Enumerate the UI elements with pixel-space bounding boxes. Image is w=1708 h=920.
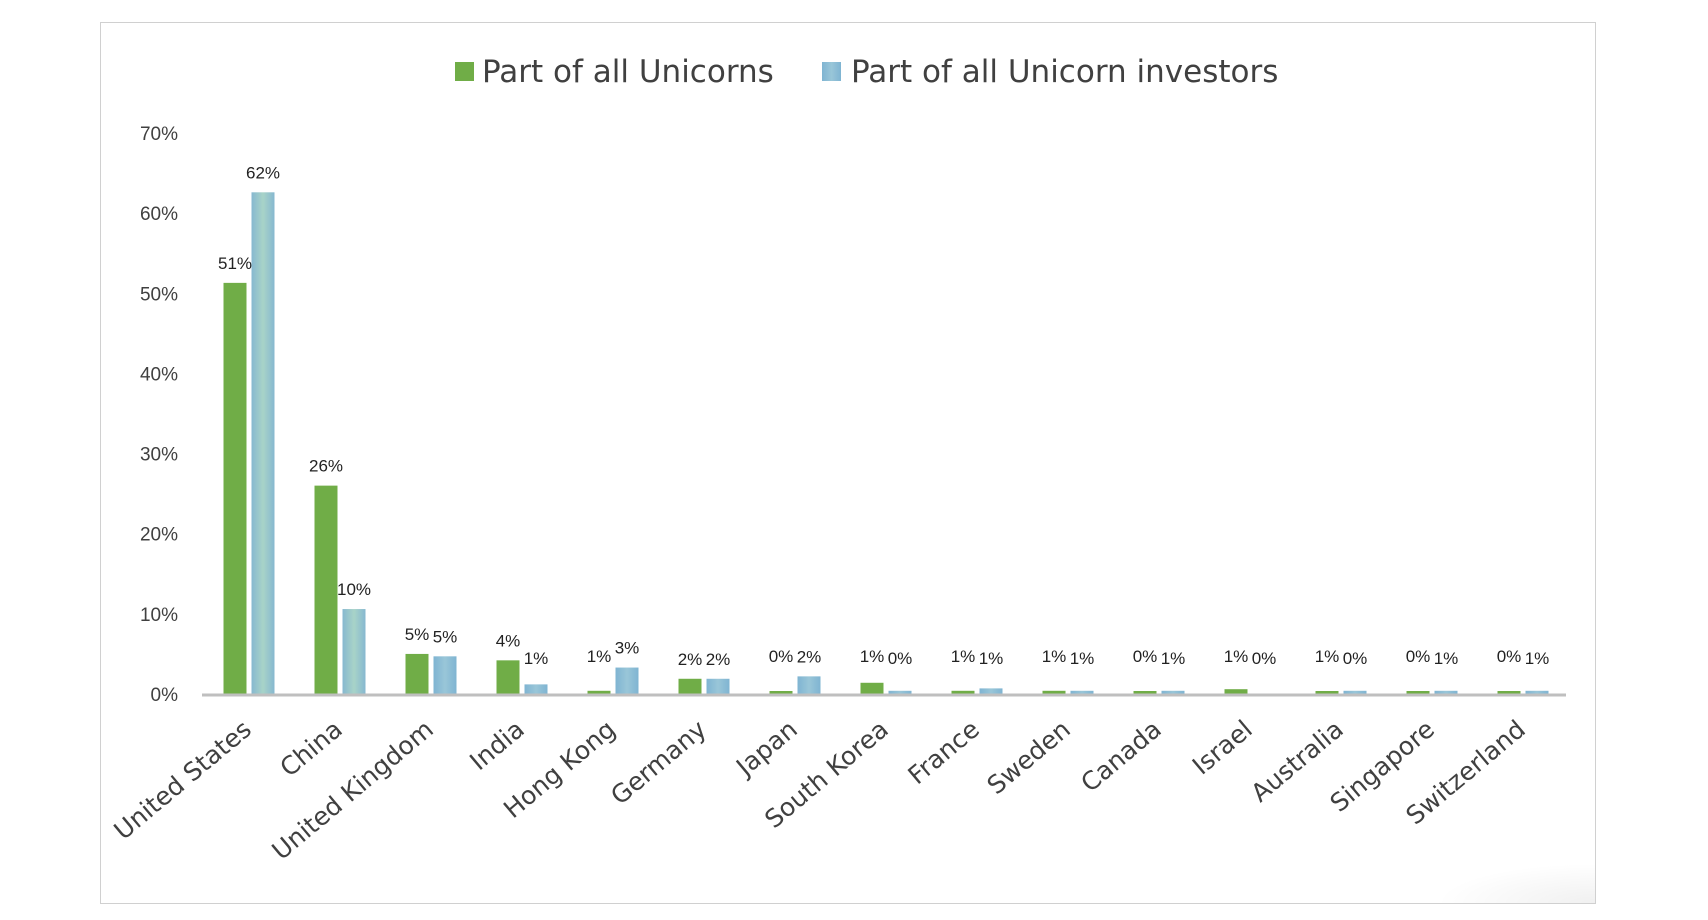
bar-investors [615,667,639,694]
bar-investors [1161,690,1185,694]
bar-investors [1070,690,1094,694]
value-label: 10% [337,580,371,599]
value-label: 51% [218,254,252,273]
x-category-label: France [903,714,985,790]
value-label: 3% [615,639,640,658]
value-label: 1% [1070,649,1095,668]
bar-investors [1434,690,1458,694]
bar-unicorns [314,485,338,694]
value-label: 2% [797,647,822,666]
x-category-label: Japan [729,714,803,782]
value-label: 1% [1525,649,1550,668]
x-category-label: India [464,714,530,776]
legend-swatch-1 [455,62,474,81]
bar-investors [1525,690,1549,694]
value-label: 26% [309,457,343,476]
legend-swatch-2 [822,62,841,81]
value-label: 1% [979,649,1004,668]
bar-investors [433,656,457,694]
bar-investors [888,690,912,694]
value-label: 1% [951,647,976,666]
bars [223,192,1549,694]
value-label: 5% [433,627,458,646]
value-label: 1% [1224,647,1249,666]
legend-label-1: Part of all Unicorns [482,54,774,90]
y-tick-label: 30% [140,445,178,466]
bar-unicorns [1042,690,1066,694]
value-label: 0% [1252,649,1277,668]
bar-unicorns [1315,691,1339,694]
y-tick-label: 50% [140,284,178,305]
y-tick-label: 0% [151,685,179,706]
bar-investors [979,688,1003,694]
value-label: 1% [1315,647,1340,666]
y-tick-label: 40% [140,364,178,385]
value-labels: 51%62%26%10%5% 5% 4%1% 1% 3%2% 2% 0% 2% 1% 0% 1% 1%… [218,163,1549,668]
x-category-label: Sweden [982,714,1076,800]
x-category-label: Israel [1187,714,1258,780]
bar-unicorns [678,678,702,694]
bar-investors [524,684,548,694]
bar-investors [706,678,730,694]
value-label: 62% [246,163,280,182]
y-tick-label: 60% [140,204,178,225]
value-label: 0% [1406,647,1431,666]
x-category-label: United Kingdom [266,714,438,865]
value-label: 1% [524,649,549,668]
y-tick-label: 10% [140,605,178,626]
x-category-label: United States [109,714,257,845]
value-label: 1% [1434,649,1459,668]
bar-unicorns [951,690,975,694]
x-category-label: Germany [605,714,712,810]
bar-unicorns [223,282,247,694]
y-tick-label: 70% [140,124,178,145]
bar-unicorns [587,690,611,694]
legend-label-2: Part of all Unicorn investors [851,54,1278,90]
bar-unicorns [860,682,884,694]
y-axis: 0% 10% 20% 30% 40% 50% 60% 70% [140,124,178,706]
value-label: 1% [587,647,612,666]
value-label: 4% [496,631,521,650]
bar-unicorns [1406,691,1430,694]
bar-unicorns [1133,691,1157,694]
value-label: 1% [1042,647,1067,666]
corner-shadow [1435,863,1595,903]
x-category-label: China [275,714,348,782]
value-label: 5% [405,625,430,644]
bar-investors [251,192,275,694]
bar-unicorns [1497,691,1521,694]
legend: Part of all Unicorns Part of all Unicorn … [455,54,1278,90]
value-label: 0% [888,649,913,668]
value-label: 1% [860,647,885,666]
x-category-label: Canada [1075,714,1167,797]
value-label: 2% [678,650,703,669]
value-label: 0% [1133,647,1158,666]
bar-unicorns [496,660,520,694]
value-label: 1% [1161,649,1186,668]
y-tick-label: 20% [140,525,178,546]
value-label: 2% [706,650,731,669]
chart-frame [100,22,1596,904]
bar-investors [1343,690,1367,694]
bar-investors [797,676,821,694]
bar-investors [342,609,366,694]
value-label: 0% [1343,649,1368,668]
bar-unicorns [1224,689,1248,694]
value-label: 0% [769,647,794,666]
value-label: 0% [1497,647,1522,666]
bar-unicorns [405,653,429,694]
bar-unicorns [769,691,793,694]
